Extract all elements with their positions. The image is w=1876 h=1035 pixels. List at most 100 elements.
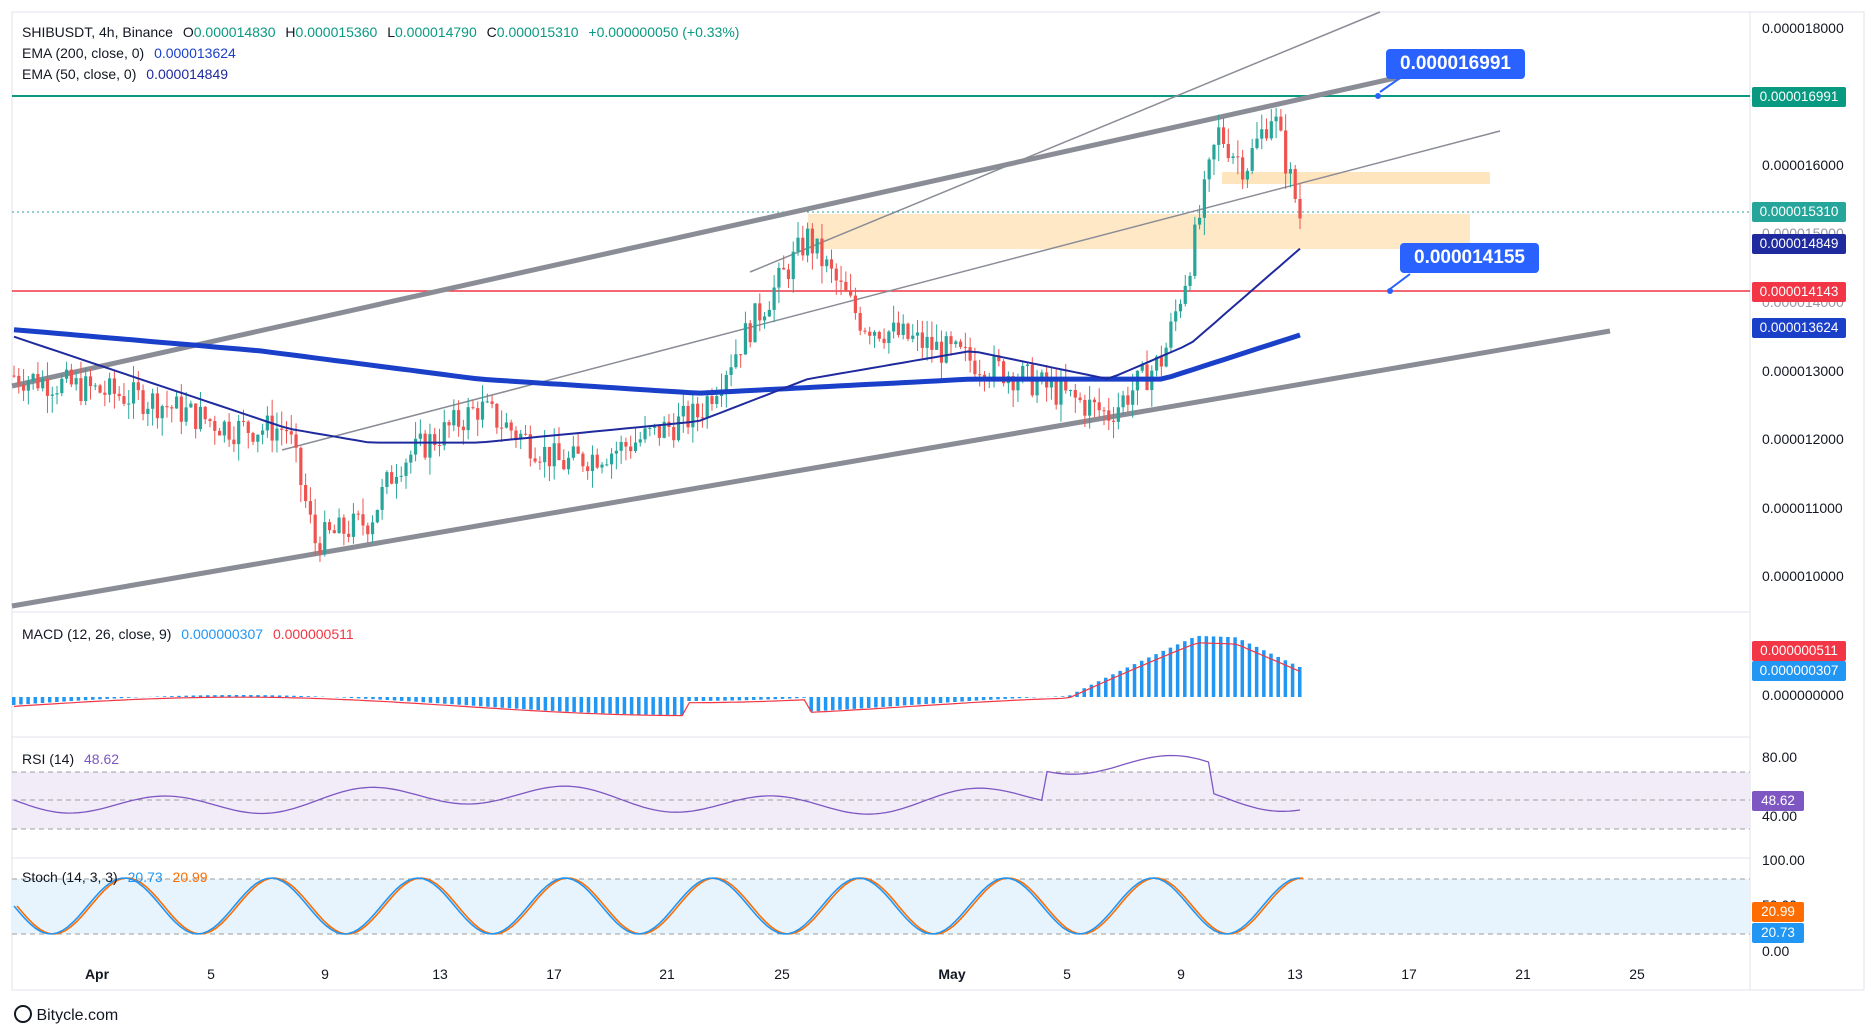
macd-bar: [1233, 637, 1237, 697]
ema50-price-tag: 0.000014849: [1752, 234, 1846, 254]
price-axis-label: 0.000011000: [1762, 500, 1843, 516]
candle-body: [174, 396, 179, 409]
macd-bar: [198, 695, 203, 697]
macd-bar: [1226, 636, 1230, 697]
rsi-value: 48.62: [84, 751, 120, 767]
candle-body: [265, 415, 269, 431]
candle-body: [978, 374, 982, 376]
macd-bar: [184, 695, 188, 697]
low-value: 0.000014790: [394, 24, 477, 40]
candle-body: [1193, 224, 1197, 276]
macd-bar: [637, 697, 641, 715]
candle-body: [50, 394, 54, 396]
candle-body: [944, 336, 948, 363]
candle-body: [1169, 321, 1173, 348]
candle-body: [246, 421, 250, 433]
macd-bar: [565, 697, 569, 712]
macd-bar: [737, 697, 742, 701]
candle-body: [1174, 311, 1178, 322]
candle-body: [590, 454, 595, 472]
candle-body: [256, 434, 260, 442]
candle-body: [260, 430, 265, 435]
macd-bar: [852, 697, 857, 709]
candle-body: [26, 380, 30, 391]
candle-body: [581, 453, 585, 467]
macd-bar: [1111, 674, 1115, 697]
macd-bar: [831, 697, 835, 711]
candle-body: [98, 385, 102, 393]
candle-body: [729, 367, 733, 375]
macd-bar: [787, 697, 792, 699]
candle-body: [213, 421, 217, 431]
macd-bar: [26, 697, 30, 704]
macd-bar: [392, 697, 397, 701]
macd-bar: [593, 697, 598, 714]
candle-body: [1288, 168, 1293, 174]
candle-body: [805, 228, 810, 256]
macd-bar: [917, 697, 921, 705]
macd-bar: [1290, 663, 1295, 697]
brand-footer[interactable]: Bitycle.com: [14, 1005, 118, 1025]
macd-signal-tag: 0.000000511: [1752, 641, 1846, 661]
candle-body: [232, 439, 236, 445]
macd-bar: [629, 697, 634, 715]
macd-bar: [1118, 670, 1122, 697]
macd-axis-zero: 0.000000000: [1762, 687, 1844, 703]
macd-bar: [608, 697, 612, 714]
macd-bar: [270, 695, 275, 697]
candle-body: [69, 369, 73, 385]
candle-body: [433, 434, 437, 446]
macd-bar: [1082, 688, 1086, 697]
candle-body: [1178, 303, 1183, 312]
macd-bar: [838, 697, 842, 710]
candle-body: [614, 450, 618, 454]
rsi-axis-top: 80.00: [1762, 749, 1798, 765]
pane-separators: [11, 11, 1865, 991]
candle-body: [772, 287, 776, 310]
candle-body: [710, 396, 714, 404]
macd-bar: [543, 697, 548, 711]
candle-body: [409, 454, 413, 463]
candle-body: [304, 484, 308, 502]
candle-body: [217, 430, 222, 436]
price-axis-label: 0.000016000: [1762, 157, 1844, 173]
macd-bar: [902, 697, 907, 706]
candle-body: [1016, 380, 1020, 391]
macd-bar: [1161, 650, 1165, 697]
macd-bar: [98, 697, 102, 700]
candle-body: [390, 472, 394, 484]
macd-bar: [996, 697, 1000, 700]
macd-bar: [1197, 635, 1201, 697]
macd-bar: [823, 697, 828, 711]
macd-bar: [586, 697, 591, 713]
ema200-label: EMA (200, close, 0): [22, 45, 145, 61]
macd-bar: [759, 697, 763, 700]
candle-body: [1183, 285, 1187, 304]
candle-body: [657, 424, 661, 438]
macd-bar: [888, 697, 892, 707]
macd-bar: [349, 697, 354, 698]
macd-bar: [938, 697, 943, 703]
macd-bar: [974, 697, 979, 701]
candle-body: [691, 403, 695, 428]
macd-bar: [407, 697, 411, 702]
candle-body: [1097, 402, 1101, 411]
candle-body: [1107, 410, 1111, 421]
macd-bar: [723, 697, 727, 701]
candle-body: [519, 433, 523, 439]
candle-body: [251, 432, 255, 442]
candle-body: [1068, 389, 1073, 391]
time-axis-label: 25: [1629, 966, 1645, 982]
macd-bar: [443, 697, 447, 704]
candle-body: [141, 390, 145, 414]
macd-signal-line: [13, 642, 1301, 717]
macd-bar: [536, 697, 540, 711]
macd-bar: [680, 697, 684, 715]
macd-bar: [105, 697, 109, 699]
macd-bar: [773, 697, 778, 700]
candle-body: [136, 382, 140, 391]
macd-bar: [191, 695, 196, 697]
candle-body: [586, 466, 590, 472]
candle-body: [380, 486, 384, 510]
